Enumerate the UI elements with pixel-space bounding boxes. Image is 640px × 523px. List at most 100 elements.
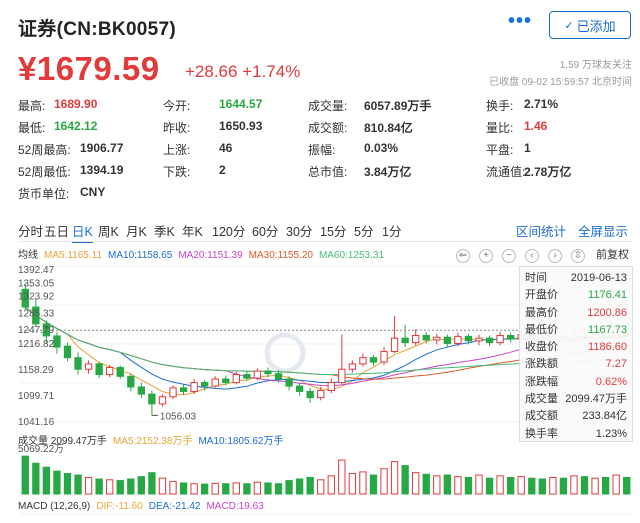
stat-value: 1 xyxy=(524,141,531,155)
added-watchlist-button[interactable]: ✓ 已添加 xyxy=(549,11,631,39)
volume-bar xyxy=(475,474,483,495)
candle-body xyxy=(148,393,156,405)
volume-bar xyxy=(274,483,283,495)
y-tick-label: 1392.47 xyxy=(18,265,55,276)
tooltip-value: 1176.41 xyxy=(588,289,627,302)
ma-legend-item: 均线 xyxy=(18,250,38,261)
stat-item: 下跌: 2 xyxy=(163,163,226,183)
candle-body xyxy=(390,337,399,352)
prev-icon[interactable]: ‹ xyxy=(525,249,539,263)
back-icon[interactable]: ⇐ xyxy=(456,249,470,263)
tooltip-value: 1.23% xyxy=(595,427,627,440)
stat-label: 平盘: xyxy=(486,143,514,157)
volume-bar xyxy=(190,483,198,495)
tab-12[interactable]: 1分 xyxy=(382,225,402,239)
stat-value: 2.71% xyxy=(524,97,559,111)
chart-toolbar: ⇐ + − ‹ › ⇳ 前复权 xyxy=(456,246,629,263)
tab-10[interactable]: 15分 xyxy=(320,225,347,239)
tooltip-label: 收盘价 xyxy=(525,341,558,354)
tooltip-row: 时间 2019-06-13 xyxy=(525,270,627,287)
stat-label: 成交量: xyxy=(308,99,348,113)
fullscreen-link[interactable]: 全屏显示 xyxy=(578,225,629,239)
volume-bar xyxy=(42,466,51,495)
followers-count: 1.59 万球友关注 xyxy=(559,60,632,71)
tab-6[interactable]: 年K xyxy=(182,225,203,239)
volume-tick-label: 5069.22万 xyxy=(18,444,64,455)
macd-legend-item: MACD (12,26,9) xyxy=(18,501,91,512)
stat-item: 货币单位: CNY xyxy=(18,185,105,205)
candle-body xyxy=(348,363,357,370)
stat-item: 流通值: 2.78万亿 xyxy=(486,163,571,183)
volume-bar xyxy=(412,472,420,495)
candle-body xyxy=(295,385,304,392)
candle-body xyxy=(137,386,146,395)
candle-body xyxy=(53,335,61,348)
tooltip-row: 成交额 233.84亿 xyxy=(525,408,627,425)
tooltip-row: 收盘价 1186.60 xyxy=(525,339,627,356)
volume-bar xyxy=(348,472,357,495)
volume-bar xyxy=(74,474,82,495)
range-stats-link[interactable]: 区间统计 xyxy=(516,225,567,239)
stock-title: 证券(CN:BK0057) xyxy=(18,19,177,40)
candle-body xyxy=(274,373,283,380)
candle-body xyxy=(211,378,219,387)
stat-value: 2 xyxy=(219,163,226,177)
stat-label: 振幅: xyxy=(308,143,336,157)
tab-5[interactable]: 季K xyxy=(154,225,175,239)
tooltip-row: 开盘价 1176.41 xyxy=(525,287,627,304)
candle-body xyxy=(190,382,198,392)
candle-body xyxy=(222,378,230,384)
stat-label: 流通值: xyxy=(486,165,526,179)
volume-bar xyxy=(601,476,610,495)
tab-11[interactable]: 5分 xyxy=(354,225,374,239)
stat-value: 1689.90 xyxy=(54,97,98,111)
volume-bar xyxy=(454,476,462,495)
y-tick-label: 1158.29 xyxy=(18,365,54,376)
tab-8[interactable]: 60分 xyxy=(252,225,279,239)
candle-body xyxy=(95,363,103,376)
volume-bar xyxy=(517,476,525,495)
volume-bar xyxy=(84,476,93,495)
volume-bar xyxy=(253,481,262,495)
tab-9[interactable]: 30分 xyxy=(286,225,313,239)
tab-0[interactable]: 分时 xyxy=(18,225,44,239)
volume-bar xyxy=(485,477,494,495)
candle-body xyxy=(116,366,124,377)
volume-bar xyxy=(264,482,272,495)
volume-bar xyxy=(506,476,515,495)
candle-body xyxy=(264,370,272,375)
stat-value: 1906.77 xyxy=(80,141,124,155)
macd-legend-item: MACD:19.63 xyxy=(206,501,264,512)
tab-7[interactable]: 120分 xyxy=(212,225,246,239)
stat-item: 平盘: 1 xyxy=(486,141,531,161)
stat-item: 总市值: 3.84万亿 xyxy=(308,163,411,183)
low-annotation: 1056.03 xyxy=(160,411,197,422)
y-tick-label: 1099.71 xyxy=(18,391,55,402)
zoom-in-icon[interactable]: + xyxy=(479,249,493,263)
volume-bar xyxy=(106,479,114,495)
tab-4[interactable]: 月K xyxy=(126,225,147,239)
tab-3[interactable]: 周K xyxy=(98,225,119,239)
volume-bar xyxy=(95,478,103,495)
tooltip-row: 涨跌额 7.27 xyxy=(525,356,627,373)
tab-1[interactable]: 五日 xyxy=(44,225,70,239)
tooltip-value: 7.27 xyxy=(605,358,627,371)
tooltip-row: 涨跌幅 0.62% xyxy=(525,374,627,391)
volume-bar xyxy=(559,477,568,495)
stat-item: 52周最高: 1906.77 xyxy=(18,141,123,161)
adjust-mode-button[interactable]: 前复权 xyxy=(596,249,629,261)
lock-icon[interactable]: ⇳ xyxy=(571,249,585,263)
volume-bar xyxy=(200,483,209,495)
watermark-logo-icon xyxy=(264,332,306,374)
volume-bar xyxy=(338,459,346,495)
macd-legend: MACD (12,26,9) DIF:-11.60 DEA:-21.42 MACD:1… xyxy=(18,501,270,512)
candle-body xyxy=(422,334,430,341)
tab-2[interactable]: 日K xyxy=(72,221,93,243)
more-dots-icon[interactable]: ••• xyxy=(508,10,533,32)
stat-value: 3.84万亿 xyxy=(364,165,412,179)
tooltip-value: 1167.73 xyxy=(588,323,627,336)
zoom-out-icon[interactable]: − xyxy=(502,249,516,263)
stock-header: 证券(CN:BK0057) ••• ✓ 已添加 ¥1679.59 +28.66 … xyxy=(0,0,640,96)
next-icon[interactable]: › xyxy=(548,249,562,263)
stat-label: 最高: xyxy=(18,99,46,113)
